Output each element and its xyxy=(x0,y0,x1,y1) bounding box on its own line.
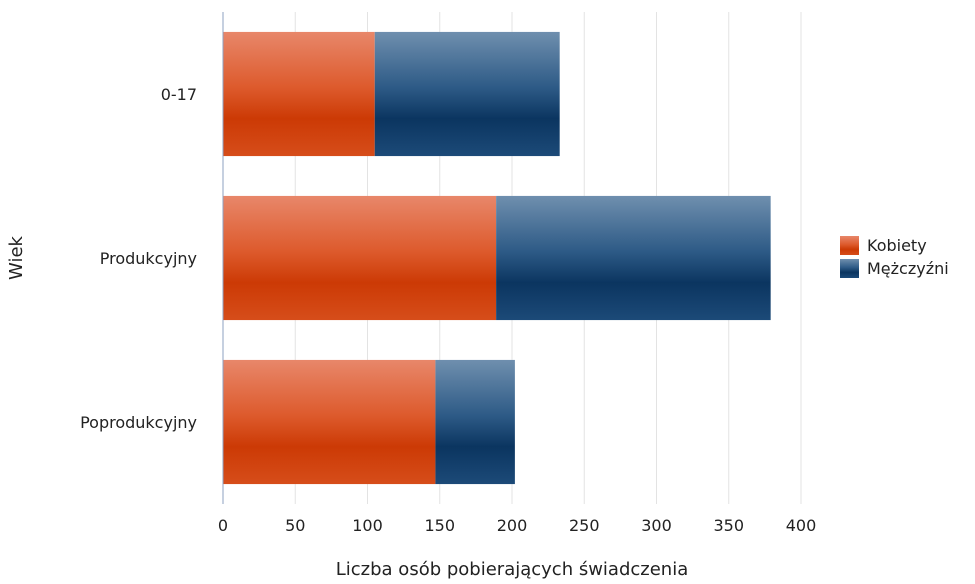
y-tick-label: Poprodukcyjny xyxy=(80,413,197,432)
x-tick-label: 150 xyxy=(424,516,455,535)
bar-mezczyzni-2 xyxy=(435,359,515,485)
y-axis-title: Wiek xyxy=(6,235,27,279)
axes: 0-17 Produkcyjny Poprodukcyjny 0 50 100 150 200… xyxy=(80,12,816,535)
x-tick-label: 250 xyxy=(569,516,600,535)
x-tick-label: 200 xyxy=(497,516,528,535)
x-tick-label: 50 xyxy=(285,516,305,535)
legend-label: Kobiety xyxy=(867,236,927,255)
legend-swatch xyxy=(840,259,859,278)
bars xyxy=(223,31,771,485)
x-tick-label: 300 xyxy=(641,516,672,535)
y-tick-label: Produkcyjny xyxy=(100,249,197,268)
x-axis-title: Liczba osób pobierających świadczenia xyxy=(336,559,689,580)
x-tick-label: 100 xyxy=(352,516,383,535)
legend: Kobiety Mężczyźni xyxy=(840,236,949,278)
bar-kobiety-2 xyxy=(223,359,436,485)
bar-kobiety-0 xyxy=(223,31,375,157)
x-tick-label: 350 xyxy=(713,516,744,535)
legend-label: Mężczyźni xyxy=(867,259,949,278)
bar-mezczyzni-0 xyxy=(374,31,560,157)
x-tick-label: 0 xyxy=(218,516,228,535)
legend-swatch xyxy=(840,236,859,255)
x-tick-label: 400 xyxy=(786,516,817,535)
y-tick-label: 0-17 xyxy=(161,85,197,104)
bar-mezczyzni-1 xyxy=(496,195,771,321)
bar-kobiety-1 xyxy=(223,195,497,321)
